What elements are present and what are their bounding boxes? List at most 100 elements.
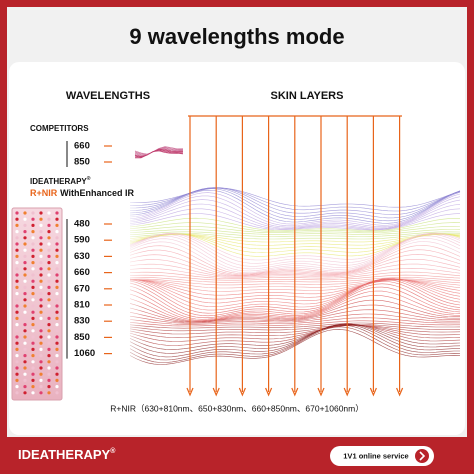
service-arrow[interactable] [419, 451, 426, 461]
led [39, 298, 43, 302]
led [23, 391, 27, 395]
wavelength: 830 [74, 316, 90, 327]
led [47, 261, 51, 265]
service-label[interactable]: 1V1 online service [343, 451, 408, 460]
competitors-label: COMPETITORS [30, 124, 89, 133]
led [55, 285, 59, 289]
competitor-wave [134, 148, 184, 157]
led [31, 223, 35, 227]
brand: IDEATHERAPY [30, 177, 87, 186]
led [55, 323, 59, 327]
led [23, 366, 27, 370]
led [15, 310, 19, 314]
led [23, 217, 27, 221]
device-body [11, 207, 63, 401]
led [39, 230, 43, 234]
title: 9 wavelengths mode [129, 24, 344, 49]
service-pill[interactable] [330, 446, 434, 466]
caption: R+NIR（630+810nm、650+830nm、660+850nm、670+… [110, 403, 364, 413]
led [31, 211, 35, 215]
led [47, 323, 51, 327]
led [15, 335, 19, 339]
led [15, 211, 19, 215]
led [55, 372, 59, 376]
led [23, 242, 27, 246]
led [47, 391, 51, 395]
led [47, 310, 51, 314]
led [39, 223, 43, 227]
led [39, 323, 43, 327]
led [31, 378, 35, 382]
led [55, 273, 59, 277]
service-button[interactable]: 1V1 online service [330, 446, 434, 466]
led [15, 292, 19, 296]
led [55, 347, 59, 351]
led [15, 242, 19, 246]
led [31, 267, 35, 271]
led [15, 360, 19, 364]
led [55, 261, 59, 265]
led [39, 316, 43, 320]
led [55, 292, 59, 296]
wavelength: 1060 [74, 348, 95, 359]
device [11, 207, 63, 401]
led [39, 292, 43, 296]
led [55, 391, 59, 395]
led [55, 236, 59, 240]
led [23, 273, 27, 277]
led [31, 292, 35, 296]
wavelength: 810 [74, 300, 90, 311]
led [31, 372, 35, 376]
wave-fade [120, 180, 220, 380]
led [31, 310, 35, 314]
led [15, 385, 19, 389]
mode-line: R+NIR WithEnhanced IR [30, 188, 135, 198]
led [31, 242, 35, 246]
led [23, 329, 27, 333]
led [15, 261, 19, 265]
led [31, 360, 35, 364]
led [39, 335, 43, 339]
led [55, 279, 59, 283]
led [47, 230, 51, 234]
led [23, 323, 27, 327]
led [15, 316, 19, 320]
column-label: SKIN LAYERS [271, 90, 344, 102]
led [15, 329, 19, 333]
led [31, 248, 35, 252]
led [47, 347, 51, 351]
led [31, 347, 35, 351]
led [23, 372, 27, 376]
led [47, 254, 51, 258]
led [47, 273, 51, 277]
led [31, 217, 35, 221]
led [23, 360, 27, 364]
led [47, 366, 51, 370]
led [55, 298, 59, 302]
led [15, 230, 19, 234]
wavelength: 660 [74, 267, 90, 278]
led [23, 298, 27, 302]
arrow-head [186, 387, 194, 397]
arrow-head [343, 387, 351, 397]
led [15, 391, 19, 395]
led [15, 267, 19, 271]
wavelength: 850 [74, 157, 90, 168]
device-leds [15, 211, 59, 395]
led [39, 360, 43, 364]
led [15, 217, 19, 221]
wavelength-lists: 660 850 480 590 630 660 670 810 830 850 1060 [66, 141, 112, 359]
led [15, 378, 19, 382]
mode-suffix: WithEnhanced IR [60, 188, 134, 198]
led [47, 292, 51, 296]
led [47, 316, 51, 320]
led [23, 378, 27, 382]
led [47, 360, 51, 364]
led [31, 323, 35, 327]
service-icon[interactable] [415, 449, 429, 463]
led [31, 391, 35, 395]
led [15, 236, 19, 240]
led [55, 341, 59, 345]
led [39, 378, 43, 382]
led [55, 230, 59, 234]
